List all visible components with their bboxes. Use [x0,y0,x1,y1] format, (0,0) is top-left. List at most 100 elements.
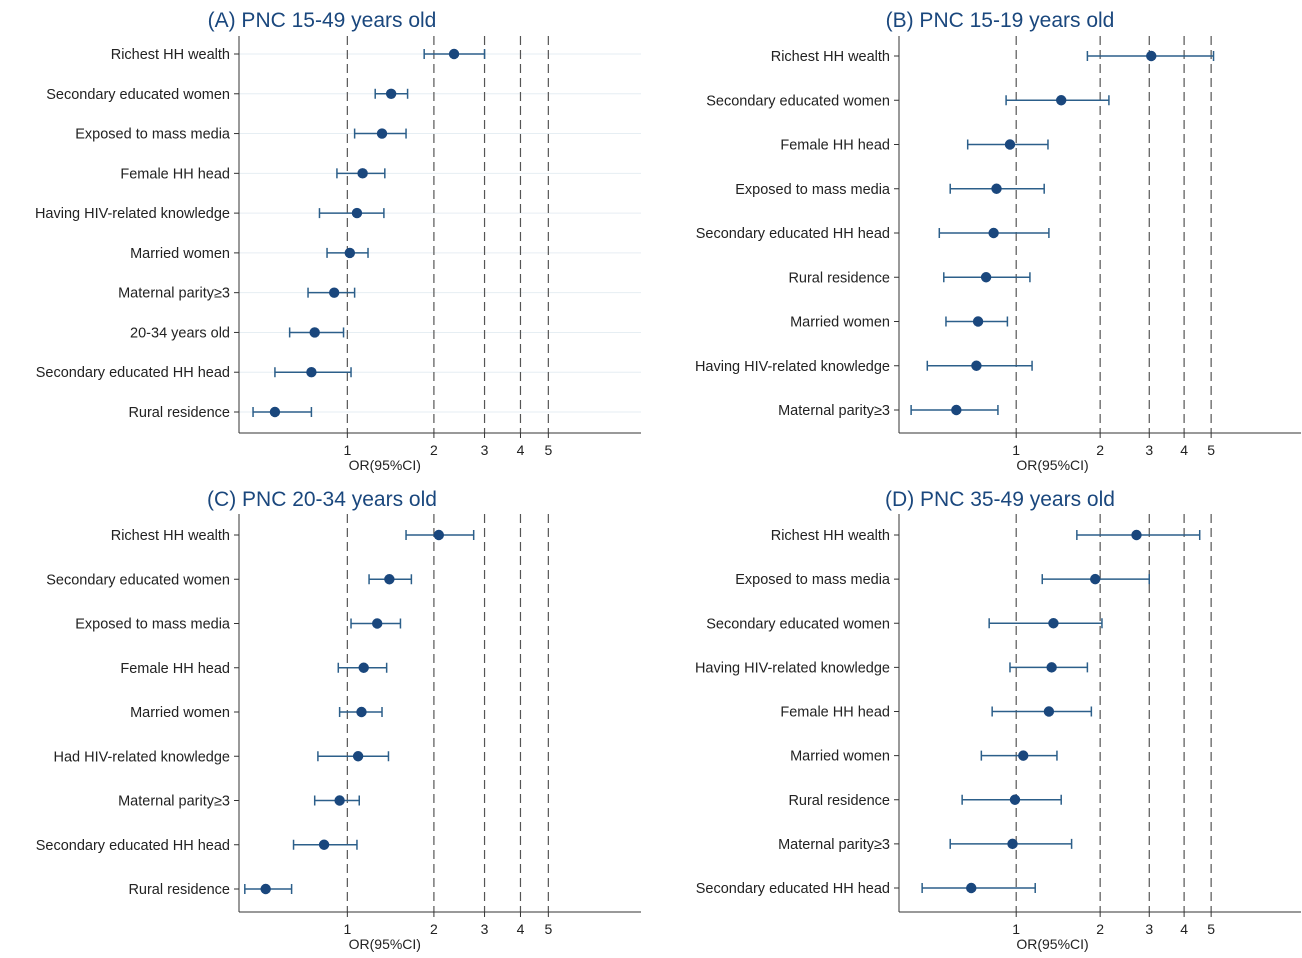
forest-panel-c: (C) PNC 20-34 years old 1 2 3 4 5 OR(95%CI) Ric… [36,488,641,952]
forest-panel-d: (D) PNC 35-49 years old 1 2 3 4 5 OR(95%CI) Ric… [695,488,1301,952]
x-tick-label: 3 [481,442,489,458]
or-point [384,574,395,585]
or-point [991,183,1002,194]
or-point [309,327,320,338]
x-axis-label: OR(95%CI) [349,936,421,952]
or-point [344,247,356,259]
or-point [971,360,982,371]
row-label: Richest HH wealth [111,528,230,544]
row-label: Female HH head [120,661,230,677]
row-label: Secondary educated HH head [696,881,890,897]
row-label: Maternal parity≥3 [778,837,890,853]
row-label: Had HIV-related knowledge [53,749,230,765]
or-point [980,272,992,283]
or-point [1090,573,1101,585]
row-label: Married women [130,246,230,262]
x-tick-label: 1 [1012,921,1020,937]
row-label: Rural residence [788,793,890,809]
row-label: 20-34 years old [130,325,230,341]
or-point [1146,50,1157,62]
x-tick-label: 1 [1012,442,1020,458]
row-label: Married women [790,749,890,765]
or-point [951,404,962,416]
x-tick-label: 2 [430,442,438,458]
or-point [385,88,397,99]
or-point [358,662,369,673]
row-label: Secondary educated women [46,87,230,103]
x-tick-label: 5 [1207,442,1215,458]
x-axis-label: OR(95%CI) [1016,936,1088,952]
row-label: Maternal parity≥3 [118,286,230,302]
forest-panel-b: (B) PNC 15-19 years old 1 2 3 4 5 OR(95%CI) Ric… [695,9,1301,473]
or-point [328,287,340,298]
row-label: Secondary educated HH head [696,226,890,242]
or-point [448,48,460,60]
panel-title: (C) PNC 20-34 years old [207,488,437,511]
or-point [306,367,317,378]
or-point [318,839,330,850]
row-label: Richest HH wealth [111,47,230,63]
forest-panel-a: (A) PNC 15-49 years old 1 2 3 4 5 OR(95%CI) Ric… [35,9,641,473]
or-point [1131,529,1142,541]
row-label: Exposed to mass media [735,182,891,198]
row-label: Exposed to mass media [75,617,231,633]
x-tick-label: 4 [517,442,525,458]
x-tick-label: 3 [1145,442,1153,458]
row-label: Maternal parity≥3 [118,794,230,810]
or-point [269,406,281,418]
or-point [988,227,999,239]
panel-title: (D) PNC 35-49 years old [885,488,1115,511]
x-tick-label: 3 [481,921,489,937]
x-axis-label: OR(95%CI) [349,457,421,473]
row-label: Richest HH wealth [771,528,890,544]
panel-title: (A) PNC 15-49 years old [208,9,437,32]
row-label: Having HIV-related knowledge [695,660,890,676]
row-label: Exposed to mass media [735,572,891,588]
x-tick-label: 1 [343,921,351,937]
row-label: Secondary educated HH head [36,838,230,854]
row-label: Female HH head [780,138,890,154]
panel-title: (B) PNC 15-19 years old [886,9,1115,32]
row-label: Married women [790,315,890,331]
row-label: Richest HH wealth [771,49,890,65]
x-tick-label: 3 [1145,921,1153,937]
or-point [1043,706,1055,717]
row-label: Secondary educated women [706,93,890,109]
or-point [1048,618,1059,629]
x-tick-label: 5 [1207,921,1215,937]
row-label: Rural residence [128,882,230,898]
or-point [357,168,368,179]
x-tick-label: 4 [1180,442,1188,458]
or-point [1046,662,1057,673]
x-tick-label: 5 [544,442,552,458]
x-axis-label: OR(95%CI) [1016,457,1088,473]
row-label: Married women [130,705,230,721]
row-label: Rural residence [128,405,230,421]
row-label: Female HH head [780,705,890,721]
row-label: Secondary educated HH head [36,365,230,381]
x-tick-label: 4 [517,921,525,937]
or-point [966,882,977,894]
or-point [1007,838,1018,850]
or-point [351,207,363,219]
row-label: Rural residence [788,270,890,286]
x-tick-label: 5 [544,921,552,937]
or-point [334,795,345,806]
or-point [1004,139,1016,150]
row-label: Secondary educated women [706,616,890,632]
x-tick-label: 2 [1096,921,1104,937]
or-point [371,618,383,629]
row-label: Maternal parity≥3 [778,403,890,419]
or-point [1009,794,1021,805]
or-point [352,751,364,762]
or-point [356,706,367,718]
or-point [1018,750,1029,761]
x-tick-label: 2 [1096,442,1104,458]
or-point [972,316,984,327]
row-label: Exposed to mass media [75,127,231,143]
x-tick-label: 4 [1180,921,1188,937]
or-point [376,128,388,139]
row-label: Having HIV-related knowledge [695,359,890,375]
row-label: Secondary educated women [46,572,230,588]
